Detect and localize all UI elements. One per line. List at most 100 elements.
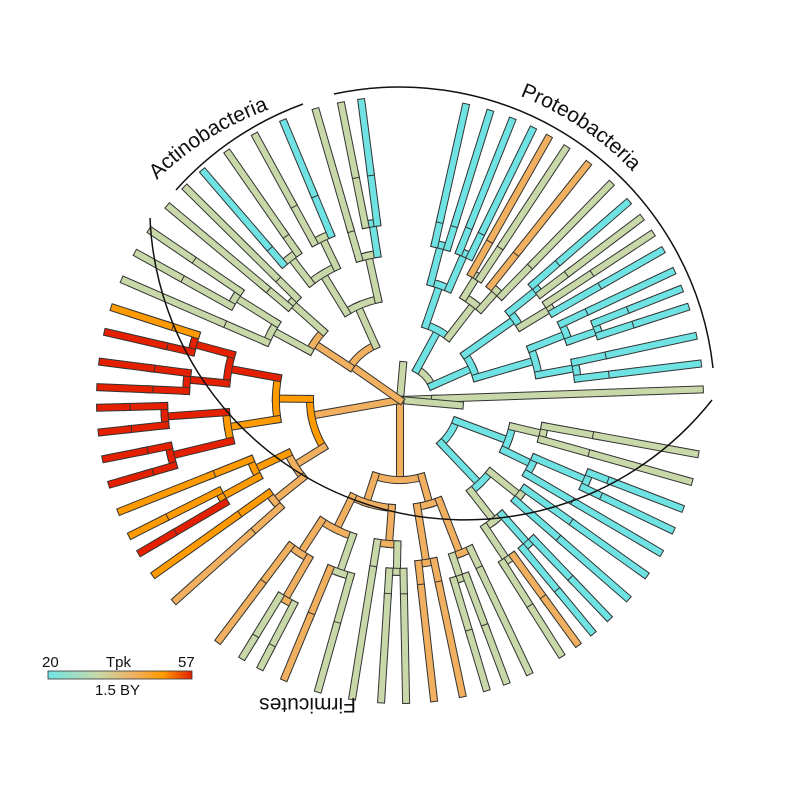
branch — [296, 516, 326, 558]
branch — [527, 604, 565, 658]
branch — [98, 426, 132, 436]
branch — [147, 227, 196, 263]
branch — [592, 432, 699, 458]
branch — [437, 439, 484, 489]
branch — [565, 215, 644, 277]
branch — [312, 108, 354, 233]
branch — [505, 285, 542, 316]
branch — [353, 301, 380, 350]
branch — [565, 326, 602, 345]
branch — [508, 423, 547, 438]
branch — [246, 503, 284, 538]
arc-proteobacteria — [333, 86, 714, 369]
branch — [172, 529, 255, 605]
branch — [571, 498, 663, 556]
branch — [165, 203, 271, 293]
branch — [588, 450, 693, 485]
branch — [369, 539, 381, 574]
arc-firmicutes — [149, 217, 713, 521]
branch — [108, 469, 154, 488]
branch — [455, 221, 474, 256]
branch — [436, 103, 470, 223]
branch — [145, 462, 178, 477]
branch — [412, 326, 443, 374]
branch — [160, 487, 223, 523]
branch — [351, 170, 369, 229]
branch — [478, 126, 536, 235]
branch — [346, 224, 363, 262]
legend-title: Tpk — [106, 654, 132, 671]
branch — [290, 443, 328, 470]
branch — [540, 595, 581, 647]
branch — [189, 340, 236, 359]
clade-label-firmicutes: Firmicutes — [259, 693, 356, 716]
branch — [555, 588, 596, 636]
branch — [161, 409, 230, 420]
branch — [231, 293, 281, 328]
branch — [182, 184, 281, 282]
branch — [332, 572, 355, 630]
branch — [595, 319, 641, 340]
branch — [481, 624, 510, 685]
branch — [183, 376, 230, 387]
branch — [99, 358, 155, 372]
branch — [431, 215, 444, 248]
branch — [117, 471, 216, 515]
branch — [349, 566, 377, 700]
branch — [450, 576, 474, 638]
branch — [167, 437, 235, 460]
branch — [497, 145, 570, 250]
branch — [306, 565, 334, 621]
branch — [147, 364, 192, 377]
branch — [415, 560, 425, 592]
legend-min-label: 20 — [42, 654, 59, 671]
branch — [451, 109, 494, 227]
branch — [151, 511, 242, 579]
branch — [443, 219, 459, 251]
branch — [249, 592, 284, 643]
branch — [428, 363, 477, 390]
branch — [97, 403, 130, 411]
arc-actinobacteria — [175, 103, 304, 191]
branch — [417, 584, 438, 702]
branch — [435, 581, 466, 698]
branch — [396, 396, 464, 409]
legend-gradient-bar — [47, 670, 193, 680]
branch — [466, 226, 487, 261]
branch — [418, 473, 434, 508]
branch — [516, 304, 555, 332]
branch — [528, 180, 614, 269]
branch — [556, 535, 631, 602]
branch — [487, 134, 552, 243]
branch — [542, 267, 600, 308]
branch — [309, 339, 355, 372]
branch — [124, 421, 169, 433]
branch — [598, 247, 665, 289]
branch — [332, 493, 357, 534]
branch — [224, 415, 281, 431]
branch — [607, 477, 684, 512]
branch — [537, 436, 596, 458]
branch — [568, 576, 612, 621]
branch — [250, 449, 292, 474]
branch — [430, 557, 443, 589]
branch — [486, 467, 524, 500]
branch — [102, 447, 148, 463]
branch — [472, 356, 539, 382]
branch — [511, 496, 566, 545]
branch — [627, 285, 683, 313]
branch — [522, 470, 580, 508]
branch — [476, 286, 501, 314]
branch — [288, 199, 318, 247]
branch — [335, 532, 357, 577]
branch — [385, 504, 395, 548]
branch — [520, 484, 579, 529]
branch — [127, 514, 169, 539]
branch — [200, 168, 272, 251]
legend-subtitle: 1.5 BY — [95, 682, 140, 699]
branch — [569, 519, 649, 579]
branch — [498, 558, 536, 613]
tree-branches — [95, 97, 704, 705]
branch — [346, 361, 405, 405]
